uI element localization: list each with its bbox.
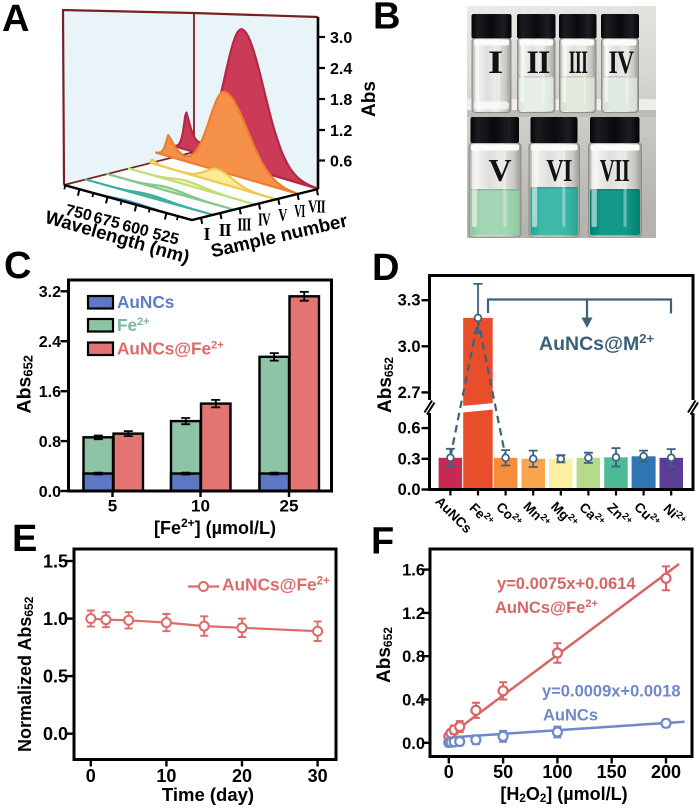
- svg-text:Abs: Abs: [359, 81, 380, 117]
- svg-text:3.3: 3.3: [398, 292, 421, 310]
- svg-text:Normalized Abs652: Normalized Abs652: [15, 596, 36, 752]
- svg-text:F: F: [371, 521, 394, 563]
- svg-text:3.0: 3.0: [398, 338, 421, 356]
- svg-text:AuNCs@Fe2+: AuNCs@Fe2+: [117, 339, 224, 359]
- svg-text:II: II: [527, 45, 550, 82]
- svg-text:0.0: 0.0: [398, 481, 421, 499]
- svg-text:V: V: [488, 152, 511, 188]
- svg-text:III: III: [237, 216, 251, 235]
- svg-text:50: 50: [493, 762, 513, 782]
- svg-text:D: D: [372, 247, 399, 289]
- svg-text:0.5: 0.5: [43, 667, 68, 687]
- svg-text:AuNCs@Fe2+: AuNCs@Fe2+: [222, 575, 330, 595]
- svg-text:150: 150: [597, 762, 627, 782]
- svg-text:1.0: 1.0: [43, 609, 68, 629]
- svg-text:AuNCs@Fe2+: AuNCs@Fe2+: [495, 598, 598, 617]
- svg-text:VI: VI: [294, 202, 305, 222]
- svg-text:200: 200: [651, 762, 681, 782]
- svg-text:0.6: 0.6: [398, 420, 421, 438]
- svg-text:750: 750: [63, 202, 93, 225]
- svg-text:VI: VI: [546, 154, 572, 189]
- svg-text:1.8: 1.8: [330, 92, 352, 109]
- svg-text:0.0: 0.0: [402, 735, 425, 753]
- svg-text:I: I: [203, 224, 210, 244]
- svg-text:0.6: 0.6: [330, 154, 352, 171]
- svg-text:1.5: 1.5: [43, 552, 68, 572]
- svg-text:B: B: [373, 0, 400, 38]
- svg-text:0: 0: [86, 766, 96, 786]
- svg-text:2.4: 2.4: [330, 61, 352, 78]
- svg-text:0: 0: [444, 762, 454, 782]
- svg-text:IV: IV: [258, 210, 271, 230]
- svg-text:Time (day): Time (day): [162, 784, 254, 805]
- svg-text:10: 10: [156, 766, 176, 786]
- svg-text:600: 600: [120, 217, 150, 240]
- svg-text:5: 5: [108, 497, 117, 516]
- svg-text:0.4: 0.4: [402, 692, 426, 710]
- svg-text:VII: VII: [600, 153, 630, 188]
- svg-text:2.7: 2.7: [398, 384, 421, 402]
- svg-text:y=0.0075x+0.0614: y=0.0075x+0.0614: [497, 575, 636, 593]
- svg-text:0.0: 0.0: [39, 484, 61, 501]
- svg-text:0.8: 0.8: [402, 648, 425, 666]
- svg-text:1.6: 1.6: [39, 384, 61, 401]
- svg-text:y=0.0009x+0.0018: y=0.0009x+0.0018: [542, 683, 681, 701]
- svg-text:A: A: [2, 0, 29, 40]
- svg-text:1.2: 1.2: [402, 605, 425, 623]
- svg-text:3.2: 3.2: [39, 284, 61, 301]
- svg-text:E: E: [12, 518, 37, 560]
- svg-text:III: III: [569, 43, 588, 80]
- svg-text:1.2: 1.2: [330, 123, 352, 140]
- svg-text:I: I: [488, 44, 502, 80]
- svg-text:VII: VII: [308, 197, 325, 217]
- svg-text:0.0: 0.0: [43, 724, 68, 744]
- svg-text:10: 10: [191, 497, 210, 516]
- svg-text:1.6: 1.6: [402, 562, 425, 580]
- svg-text:100: 100: [542, 762, 572, 782]
- svg-text:20: 20: [232, 766, 252, 786]
- svg-text:25: 25: [280, 497, 299, 516]
- svg-text:0.8: 0.8: [39, 434, 61, 451]
- svg-text:V: V: [278, 206, 288, 226]
- svg-text:II: II: [219, 220, 232, 240]
- svg-text:675: 675: [92, 210, 122, 233]
- svg-text:0.3: 0.3: [398, 450, 421, 468]
- svg-text:IV: IV: [609, 44, 635, 81]
- svg-text:AuNCs: AuNCs: [117, 292, 174, 312]
- svg-text:[H2O2] (µmol/L): [H2O2] (µmol/L): [500, 784, 627, 805]
- svg-text:2.4: 2.4: [39, 334, 61, 351]
- svg-text:[Fe2+] (µmol/L): [Fe2+] (µmol/L): [154, 516, 276, 538]
- svg-text:AuNCs@M2+: AuNCs@M2+: [539, 331, 654, 356]
- svg-text:C: C: [4, 245, 31, 287]
- svg-text:3.0: 3.0: [330, 30, 352, 47]
- svg-text:30: 30: [308, 766, 328, 786]
- svg-text:525: 525: [150, 226, 180, 249]
- svg-text:AuNCs: AuNCs: [543, 707, 598, 725]
